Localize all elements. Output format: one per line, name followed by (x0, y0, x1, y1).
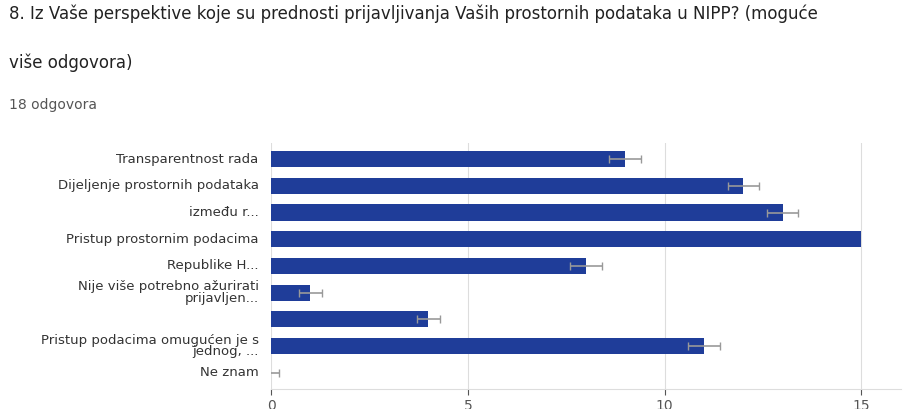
Text: jednog, ...: jednog, ... (192, 345, 258, 358)
Bar (271, 338, 704, 354)
Text: Pristup podacima omugućen je s: Pristup podacima omugućen je s (40, 333, 258, 346)
Text: Ne znam: Ne znam (199, 366, 258, 379)
Bar (271, 204, 783, 220)
Bar (271, 178, 743, 194)
Text: 8. Iz Vaše perspektive koje su prednosti prijavljivanja Vaših prostornih podatak: 8. Iz Vaše perspektive koje su prednosti… (9, 4, 818, 22)
Bar (271, 151, 625, 167)
Text: 18 odgovora: 18 odgovora (9, 98, 97, 112)
Text: više odgovora): više odgovora) (9, 53, 132, 72)
Text: Nije više potrebno ažurirati: Nije više potrebno ažurirati (77, 280, 258, 293)
Text: Pristup prostornim podacima: Pristup prostornim podacima (66, 233, 258, 246)
Bar (271, 231, 861, 247)
Text: prijavljen...: prijavljen... (185, 292, 258, 305)
Text: Transparentnost rada: Transparentnost rada (117, 153, 258, 166)
Bar (271, 311, 428, 327)
Text: između r...: između r... (188, 206, 258, 219)
Text: Dijeljenje prostornih podataka: Dijeljenje prostornih podataka (58, 179, 258, 192)
Bar (271, 258, 586, 274)
Bar (271, 285, 311, 301)
Text: Republike H...: Republike H... (167, 259, 258, 272)
